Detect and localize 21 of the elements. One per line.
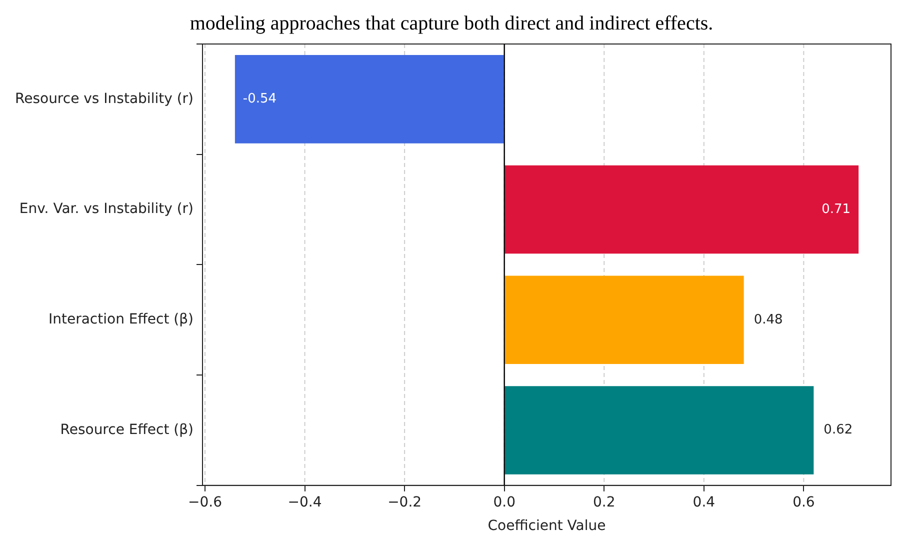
data-label: 0.71 [822, 202, 851, 217]
y-tick-label: Env. Var. vs Instability (r) [19, 201, 194, 218]
y-tick-label: Interaction Effect (β) [48, 312, 194, 328]
x-axis-title: Coefficient Value [488, 518, 606, 534]
y-tick-label: Resource vs Instability (r) [14, 90, 194, 107]
data-label: -0.54 [242, 92, 277, 107]
data-label: 0.62 [824, 422, 853, 438]
x-tick-label: 0.6 [792, 494, 815, 510]
bar [504, 276, 744, 364]
x-tick-label: 0.0 [493, 494, 516, 510]
chart-title: modeling approaches that capture both direct and indirect effects. [190, 12, 714, 34]
data-label: 0.48 [754, 312, 783, 328]
bar [504, 165, 859, 254]
x-tick-label: −0.6 [188, 494, 222, 510]
x-tick-label: 0.2 [592, 494, 616, 510]
bar [504, 386, 814, 474]
x-tick-label: −0.2 [388, 494, 422, 510]
bar [234, 55, 504, 144]
x-tick-label: −0.4 [288, 494, 322, 510]
x-tick-label: 0.4 [692, 494, 716, 510]
y-tick-label: Resource Effect (β) [60, 422, 194, 438]
